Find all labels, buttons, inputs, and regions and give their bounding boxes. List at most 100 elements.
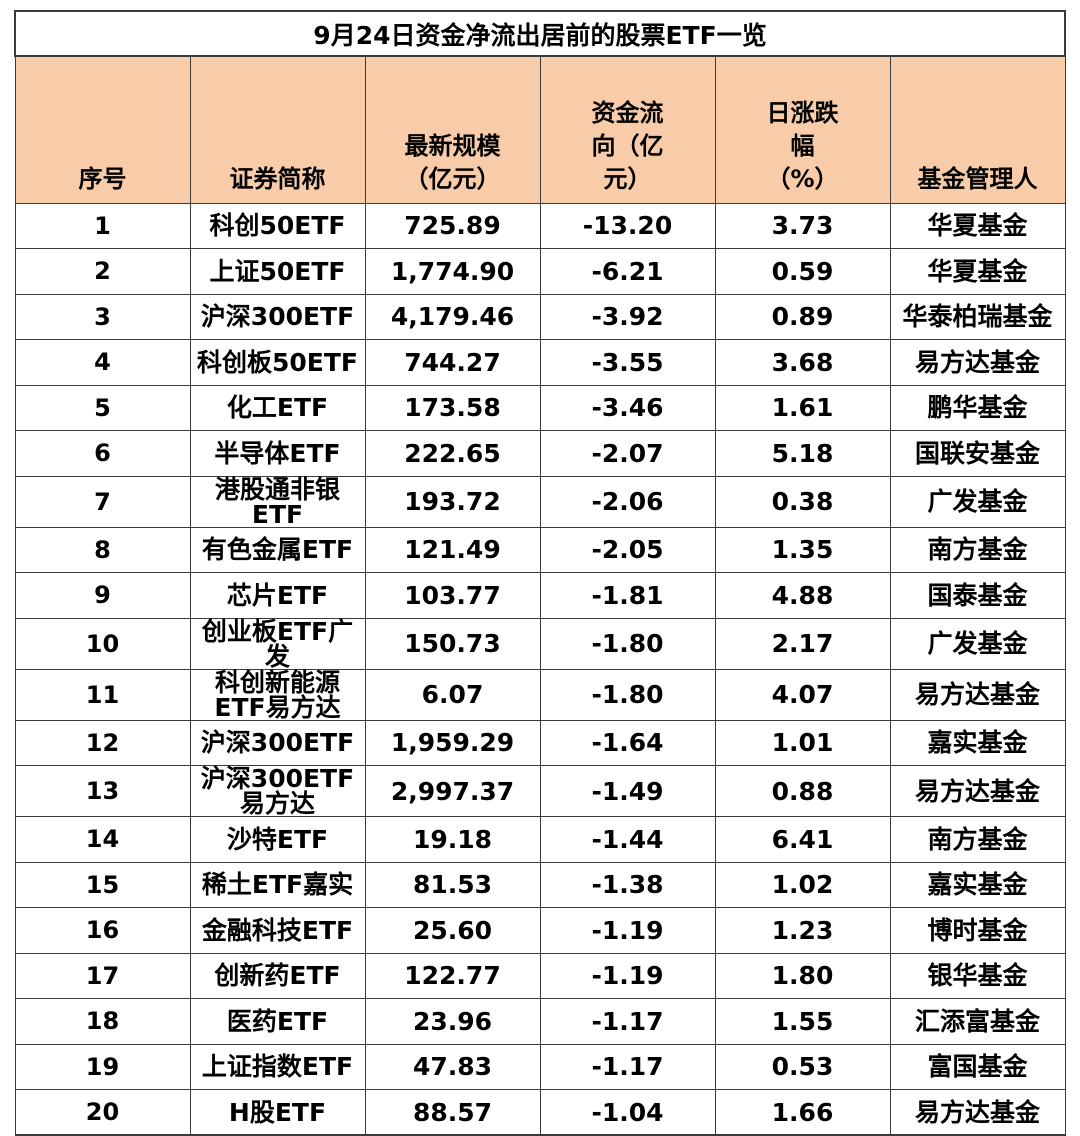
row-daily-change: 1.23 — [714, 907, 891, 954]
row-capital-flow: -3.55 — [539, 339, 716, 386]
table-row: 12 沪深300ETF 1,959.29 -1.64 1.01 嘉实基金 — [14, 719, 1066, 766]
row-latest-scale: 23.96 — [364, 998, 541, 1045]
row-latest-scale: 25.60 — [364, 907, 541, 954]
row-index: 3 — [14, 293, 191, 340]
table-row: 11 科创新能源ETF易方达 6.07 -1.80 4.07 易方达基金 — [14, 668, 1066, 721]
column-header-scale-label: 最新规模 （亿元） — [404, 132, 501, 194]
row-fund-manager: 博时基金 — [889, 907, 1066, 954]
row-index: 8 — [14, 526, 191, 573]
row-daily-change: 0.53 — [714, 1043, 891, 1090]
page-title: 9月24日资金净流出居前的股票ETF一览 — [14, 10, 1066, 57]
row-latest-scale: 81.53 — [364, 861, 541, 908]
table-row: 10 创业板ETF广发 150.73 -1.80 2.17 广发基金 — [14, 617, 1066, 670]
row-index: 12 — [14, 719, 191, 766]
row-fund-manager: 嘉实基金 — [889, 719, 1066, 766]
row-capital-flow: -1.44 — [539, 816, 716, 863]
row-security-name: 化工ETF — [189, 384, 366, 431]
table-row: 13 沪深300ETF易方达 2,997.37 -1.49 0.88 易方达基金 — [14, 765, 1066, 817]
row-capital-flow: -6.21 — [539, 248, 716, 295]
row-latest-scale: 744.27 — [364, 339, 541, 386]
row-security-name: 沪深300ETF — [189, 293, 366, 340]
row-security-name: 科创新能源ETF易方达 — [189, 668, 366, 721]
column-header-index: 序号 — [14, 55, 191, 204]
row-latest-scale: 222.65 — [364, 430, 541, 477]
row-index: 7 — [14, 475, 191, 528]
column-header-scale: 最新规模 （亿元） — [364, 55, 541, 204]
row-index: 2 — [14, 248, 191, 295]
row-security-name: 科创50ETF — [189, 202, 366, 249]
table-row: 6 半导体ETF 222.65 -2.07 5.18 国联安基金 — [14, 430, 1066, 477]
table-row: 18 医药ETF 23.96 -1.17 1.55 汇添富基金 — [14, 998, 1066, 1045]
row-daily-change: 0.88 — [714, 765, 891, 817]
table-row: 19 上证指数ETF 47.83 -1.17 0.53 富国基金 — [14, 1043, 1066, 1090]
table-row: 9 芯片ETF 103.77 -1.81 4.88 国泰基金 — [14, 572, 1066, 619]
row-fund-manager: 国泰基金 — [889, 572, 1066, 619]
row-capital-flow: -1.04 — [539, 1089, 716, 1136]
row-fund-manager: 嘉实基金 — [889, 861, 1066, 908]
row-capital-flow: -1.81 — [539, 572, 716, 619]
row-fund-manager: 易方达基金 — [889, 765, 1066, 817]
row-security-name: 创新药ETF — [189, 952, 366, 999]
row-latest-scale: 193.72 — [364, 475, 541, 528]
row-index: 20 — [14, 1089, 191, 1136]
row-capital-flow: -1.19 — [539, 952, 716, 999]
column-header-name: 证券简称 — [189, 55, 366, 204]
row-index: 11 — [14, 668, 191, 721]
row-capital-flow: -1.49 — [539, 765, 716, 817]
row-index: 14 — [14, 816, 191, 863]
table-row: 5 化工ETF 173.58 -3.46 1.61 鹏华基金 — [14, 384, 1066, 431]
row-security-name: 稀土ETF嘉实 — [189, 861, 366, 908]
row-latest-scale: 88.57 — [364, 1089, 541, 1136]
column-header-manager-label: 基金管理人 — [917, 165, 1038, 194]
row-latest-scale: 725.89 — [364, 202, 541, 249]
row-index: 6 — [14, 430, 191, 477]
row-security-name: 有色金属ETF — [189, 526, 366, 573]
row-index: 17 — [14, 952, 191, 999]
row-index: 15 — [14, 861, 191, 908]
row-capital-flow: -2.05 — [539, 526, 716, 573]
row-fund-manager: 广发基金 — [889, 475, 1066, 528]
row-fund-manager: 鹏华基金 — [889, 384, 1066, 431]
column-header-name-label: 证券简称 — [229, 165, 326, 194]
row-latest-scale: 47.83 — [364, 1043, 541, 1090]
row-fund-manager: 银华基金 — [889, 952, 1066, 999]
row-security-name: 医药ETF — [189, 998, 366, 1045]
row-daily-change: 2.17 — [714, 617, 891, 670]
row-latest-scale: 6.07 — [364, 668, 541, 721]
column-header-flow: 资金流 向（亿 元） — [539, 55, 716, 204]
row-latest-scale: 1,774.90 — [364, 248, 541, 295]
etf-outflow-table: 9月24日资金净流出居前的股票ETF一览 序号 证券简称 最新规模 （亿元） 资… — [14, 10, 1066, 1136]
row-daily-change: 4.07 — [714, 668, 891, 721]
row-latest-scale: 2,997.37 — [364, 765, 541, 817]
row-latest-scale: 103.77 — [364, 572, 541, 619]
row-security-name: 港股通非银ETF — [189, 475, 366, 528]
row-daily-change: 4.88 — [714, 572, 891, 619]
row-security-name: 芯片ETF — [189, 572, 366, 619]
row-capital-flow: -1.17 — [539, 998, 716, 1045]
row-latest-scale: 121.49 — [364, 526, 541, 573]
table-row: 16 金融科技ETF 25.60 -1.19 1.23 博时基金 — [14, 907, 1066, 954]
row-daily-change: 3.73 — [714, 202, 891, 249]
row-latest-scale: 1,959.29 — [364, 719, 541, 766]
row-daily-change: 3.68 — [714, 339, 891, 386]
row-daily-change: 1.35 — [714, 526, 891, 573]
row-daily-change: 1.61 — [714, 384, 891, 431]
row-index: 1 — [14, 202, 191, 249]
row-daily-change: 1.66 — [714, 1089, 891, 1136]
column-header-manager: 基金管理人 — [889, 55, 1066, 204]
row-capital-flow: -1.17 — [539, 1043, 716, 1090]
table-row: 20 H股ETF 88.57 -1.04 1.66 易方达基金 — [14, 1089, 1066, 1136]
row-fund-manager: 汇添富基金 — [889, 998, 1066, 1045]
title-row: 9月24日资金净流出居前的股票ETF一览 — [14, 10, 1066, 57]
column-header-index-label: 序号 — [78, 165, 127, 194]
table-row: 14 沙特ETF 19.18 -1.44 6.41 南方基金 — [14, 816, 1066, 863]
table-row: 4 科创板50ETF 744.27 -3.55 3.68 易方达基金 — [14, 339, 1066, 386]
row-latest-scale: 19.18 — [364, 816, 541, 863]
row-security-name: 半导体ETF — [189, 430, 366, 477]
row-capital-flow: -2.06 — [539, 475, 716, 528]
row-latest-scale: 4,179.46 — [364, 293, 541, 340]
row-security-name: 科创板50ETF — [189, 339, 366, 386]
row-index: 5 — [14, 384, 191, 431]
row-security-name: 沪深300ETF易方达 — [189, 765, 366, 817]
